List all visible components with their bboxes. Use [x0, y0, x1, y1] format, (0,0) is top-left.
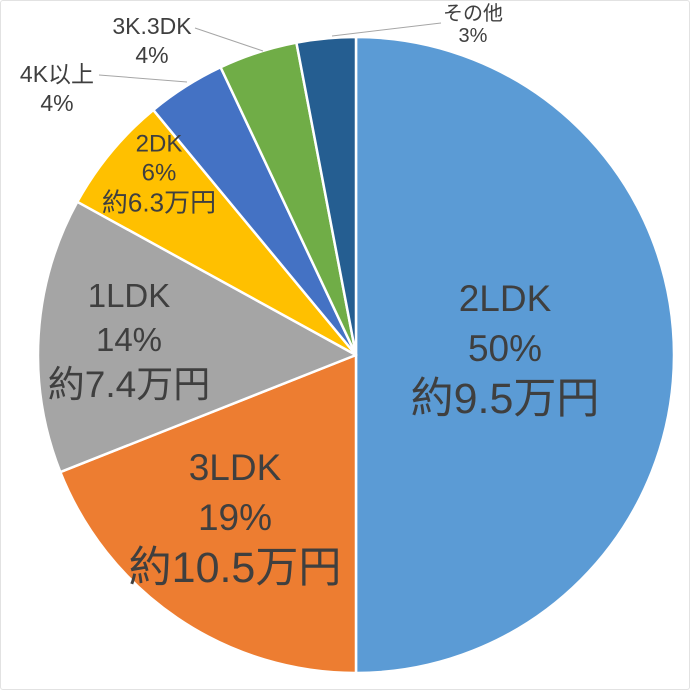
pie-slice-6: [295, 35, 358, 357]
leader-line-4: [98, 74, 188, 83]
pie-slice-3: [76, 108, 358, 357]
pie-slice-1: [59, 353, 358, 675]
pie-slice-0: [354, 35, 676, 675]
pie-slices: [36, 35, 676, 675]
pie-slice-2: [36, 200, 358, 474]
leader-lines: [98, 22, 442, 83]
leader-line-6: [331, 22, 442, 37]
leader-line-5: [194, 27, 264, 52]
